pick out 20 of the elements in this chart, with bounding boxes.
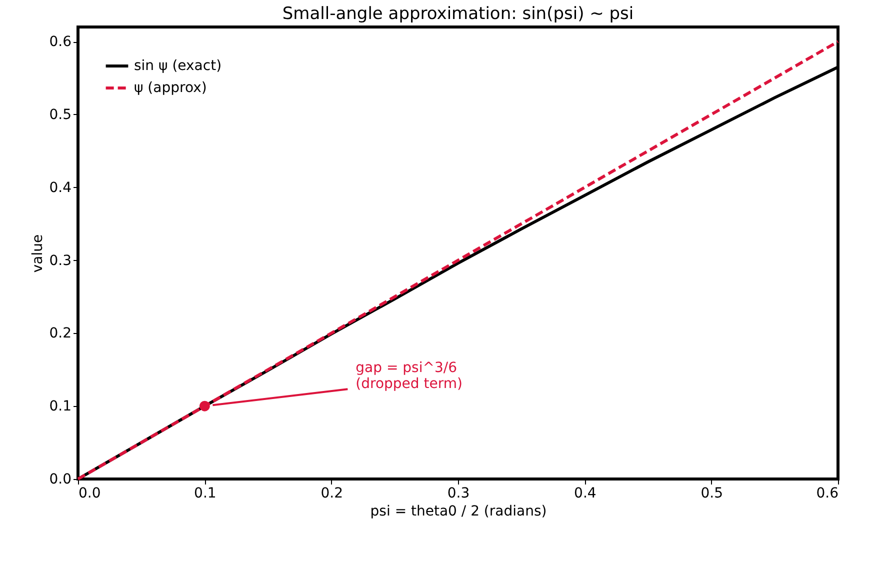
x-tick-label: 0.4 [574, 486, 596, 502]
y-tick-label: 0.4 [49, 180, 72, 196]
legend-label: ψ (approx) [134, 80, 207, 96]
y-tick-label: 0.1 [49, 398, 72, 415]
x-tick-label: 0.3 [447, 486, 470, 502]
x-tick-label: 0.1 [194, 486, 216, 502]
legend-label: sin ψ (exact) [134, 58, 222, 74]
x-axis-title: psi = theta0 / 2 (radians) [370, 504, 547, 520]
y-tick-label: 0.3 [49, 252, 72, 269]
y-tick-label: 0.2 [49, 326, 72, 342]
chart-title: Small-angle approximation: sin(psi) ~ psi [282, 4, 634, 24]
x-tick-label: 0.6 [816, 486, 839, 502]
x-tick-label: 0.2 [320, 486, 343, 502]
x-tick-label: 0.5 [700, 486, 723, 502]
y-tick-label: 0.5 [49, 106, 72, 123]
y-tick-label: 0.0 [49, 472, 72, 488]
y-tick-label: 0.6 [49, 34, 72, 50]
annotation: gap = psi^3/6 (dropped term) [356, 360, 462, 392]
y-axis-title: value [30, 234, 46, 273]
x-tick-label: 0.0 [78, 486, 101, 502]
